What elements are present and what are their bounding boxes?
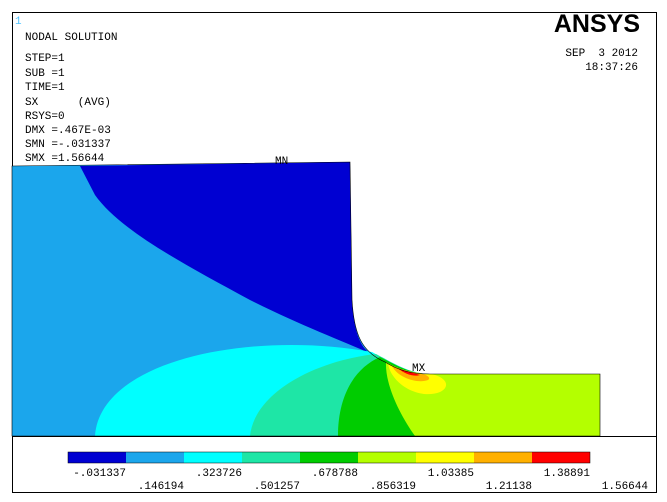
legend-label: .323726 xyxy=(196,468,242,480)
legend-band xyxy=(416,452,474,463)
logo: ANSYS xyxy=(554,10,640,38)
model: MN MX xyxy=(11,156,601,437)
legend-border xyxy=(67,451,591,464)
info-line: DMX =.467E-03 xyxy=(25,125,111,137)
window-number: 1 xyxy=(15,16,22,28)
contour-region xyxy=(80,162,372,354)
legend-band xyxy=(532,452,590,463)
max-marker: MX xyxy=(412,363,426,375)
info-line: TIME=1 xyxy=(25,82,65,94)
legend-label: .501257 xyxy=(254,481,300,493)
info-line: SX (AVG) xyxy=(25,97,111,109)
legend-label: .146194 xyxy=(138,481,185,493)
info-line: SUB =1 xyxy=(25,68,65,80)
legend-band xyxy=(300,452,358,463)
legend: -.031337 .146194 .323726 .501257 .678788 .856… xyxy=(67,451,649,493)
info-line: SMX =1.56644 xyxy=(25,153,105,165)
legend-label: -.031337 xyxy=(73,468,126,480)
legend-band xyxy=(474,452,532,463)
legend-label: 1.21138 xyxy=(486,481,532,493)
legend-band xyxy=(184,452,242,463)
legend-label: 1.03385 xyxy=(428,468,474,480)
legend-band xyxy=(358,452,416,463)
info-line: RSYS=0 xyxy=(25,111,65,123)
legend-band xyxy=(126,452,184,463)
legend-band xyxy=(242,452,300,463)
legend-label: .678788 xyxy=(312,468,358,480)
date: SEP 3 2012 xyxy=(565,48,638,60)
legend-band xyxy=(68,452,126,463)
info-line: STEP=1 xyxy=(25,53,65,65)
info-line: SMN =-.031337 xyxy=(25,139,111,151)
legend-label: 1.38891 xyxy=(544,468,591,480)
model-outline xyxy=(11,161,601,437)
min-marker: MN xyxy=(275,156,288,168)
info-line: NODAL SOLUTION xyxy=(25,32,117,44)
legend-label: 1.56644 xyxy=(602,481,649,493)
legend-label: .856319 xyxy=(370,481,416,493)
time: 18:37:26 xyxy=(585,62,638,74)
